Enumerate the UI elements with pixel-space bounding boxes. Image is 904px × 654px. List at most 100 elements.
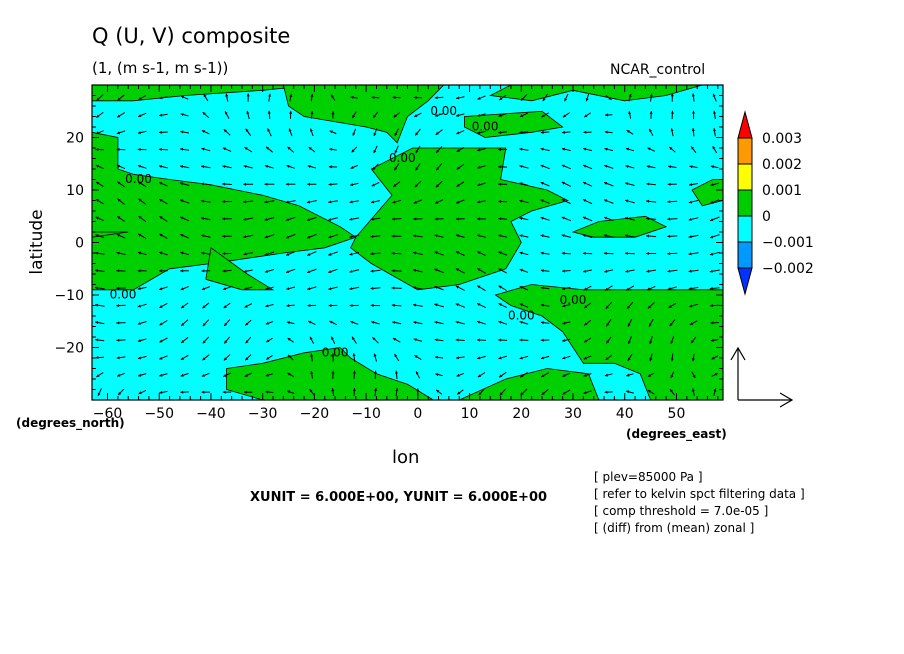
- wind-vector-68: [265, 354, 273, 360]
- wind-vector-168: [476, 302, 487, 309]
- wind-vector-100: [309, 336, 315, 344]
- wind-vector-386: [646, 182, 656, 186]
- wind-vector-505: [628, 111, 632, 119]
- wind-vector-173: [583, 302, 592, 309]
- wind-vector-189: [286, 286, 296, 291]
- wind-vector-348: [477, 200, 486, 204]
- wind-vector-48: [477, 372, 486, 378]
- wind-vector-416: [646, 165, 656, 169]
- wind-vector-209: [709, 286, 720, 290]
- wind-vector-307: [243, 217, 254, 221]
- wind-vector-23: [583, 390, 592, 394]
- wind-vector-494: [393, 112, 401, 118]
- wind-vector-476: [648, 128, 654, 136]
- wind-vector-63: [159, 355, 168, 360]
- note-diff: [ (diff) from (mean) zonal ]: [594, 521, 755, 535]
- wind-vector-385: [625, 182, 635, 186]
- x-tick-label: −10: [351, 406, 381, 422]
- wind-vector-87: [670, 353, 674, 362]
- wind-vector-22: [562, 389, 571, 395]
- wind-vector-156: [223, 302, 231, 309]
- wind-vector-523: [371, 96, 380, 100]
- wind-vector-235: [625, 269, 635, 273]
- wind-vector-396: [222, 165, 232, 169]
- wind-vector-484: [180, 113, 189, 117]
- wind-vector-5: [201, 390, 210, 394]
- wind-vector-86: [649, 353, 653, 362]
- wind-vector-325: [624, 216, 635, 221]
- wind-vector-279: [285, 233, 296, 239]
- wind-vector-133: [371, 320, 380, 325]
- wind-vector-489: [289, 110, 293, 119]
- wind-vector-295: [624, 234, 635, 238]
- wind-vector-55: [626, 373, 634, 377]
- wind-vector-281: [328, 234, 338, 239]
- wind-vector-194: [391, 286, 402, 290]
- wind-vector-302: [138, 215, 147, 223]
- wind-vector-16: [435, 389, 443, 395]
- wind-vector-388: [689, 183, 698, 186]
- colorbar-label-0: 0.003: [762, 131, 802, 147]
- wind-vector-319: [498, 217, 508, 221]
- plot-notes: [ plev=85000 Pa ] [ refer to kelvin spct…: [594, 469, 805, 537]
- wind-vector-349: [498, 200, 508, 203]
- wind-vector-88: [691, 353, 695, 362]
- wind-vector-299: [709, 234, 720, 239]
- wind-vector-139: [498, 320, 508, 325]
- wind-vector-203: [583, 285, 592, 291]
- wind-vector-534: [605, 95, 612, 101]
- y-tick-label: 20: [66, 131, 84, 147]
- wind-vector-508: [692, 110, 695, 120]
- wind-vector-291: [540, 234, 550, 238]
- wind-vector-321: [540, 216, 550, 221]
- wind-vector-347: [456, 199, 465, 204]
- wind-vector-197: [455, 285, 465, 291]
- wind-vector-255: [412, 251, 423, 256]
- wind-vector-317: [455, 217, 465, 221]
- wind-vector-7: [244, 390, 253, 394]
- wind-vector-366: [222, 182, 232, 186]
- wind-vector-406: [435, 163, 443, 171]
- wind-vector-401: [328, 165, 338, 169]
- wind-vector-382: [561, 181, 572, 187]
- wind-vector-200: [519, 285, 529, 291]
- wind-vector-502: [562, 112, 570, 118]
- wind-vector-276: [222, 234, 232, 238]
- wind-vector-397: [243, 165, 253, 169]
- positive-region-8: [571, 215, 668, 238]
- wind-vector-314: [391, 217, 402, 221]
- note-threshold: [ comp threshold = 7.0e-05 ]: [594, 504, 769, 518]
- wind-vector-331: [117, 198, 125, 205]
- wind-vector-391: [116, 164, 126, 170]
- wind-vector-342: [349, 200, 359, 204]
- wind-vector-56: [647, 372, 655, 378]
- wind-vector-373: [371, 181, 380, 187]
- wind-vector-423: [158, 147, 168, 151]
- wind-vector-536: [649, 93, 653, 102]
- wind-vector-231: [540, 269, 550, 273]
- y-tick-label: −10: [54, 288, 84, 304]
- wind-vector-409: [498, 165, 508, 169]
- wind-vector-418: [689, 165, 698, 169]
- wind-vector-293: [582, 234, 593, 238]
- wind-vector-9: [286, 390, 295, 394]
- wind-vector-177: [668, 302, 677, 309]
- wind-vector-509: [713, 110, 716, 120]
- wind-vector-533: [585, 93, 590, 102]
- wind-vector-75: [414, 354, 422, 361]
- contour-label-6: 0.00: [508, 309, 535, 323]
- wind-vector-224: [391, 269, 402, 273]
- wind-vector-320: [519, 217, 529, 221]
- wind-vector-47: [456, 372, 465, 377]
- wind-vector-96: [223, 336, 231, 344]
- wind-vector-244: [180, 251, 190, 256]
- colorbar-top-arrow: [737, 110, 753, 139]
- wind-vector-528: [477, 95, 486, 100]
- wind-vector-483: [159, 113, 168, 117]
- wind-vector-525: [413, 96, 423, 100]
- wind-vector-294: [603, 234, 614, 238]
- colorbar-box-4: [737, 215, 753, 243]
- wind-vector-292: [561, 234, 572, 238]
- wind-vector-453: [158, 130, 168, 134]
- wind-vector-378: [477, 182, 486, 187]
